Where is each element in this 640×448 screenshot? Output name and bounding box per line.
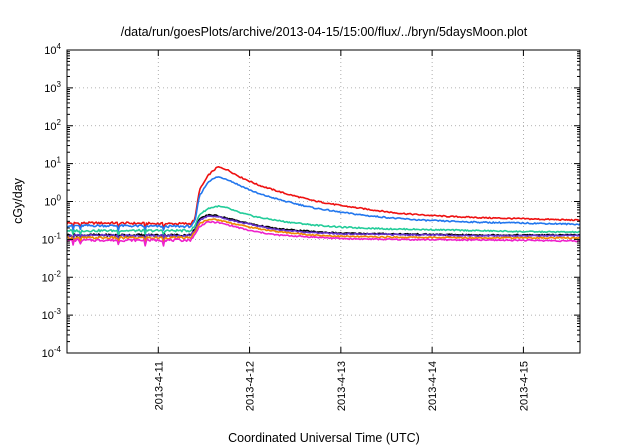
- series-layer: [66, 166, 581, 247]
- grid-layer: [67, 50, 580, 353]
- series-line: [66, 218, 581, 245]
- y-tick-label: 100: [44, 194, 61, 209]
- x-tick-label: 2013-4-15: [518, 361, 530, 411]
- y-tick-label: 10-4: [42, 345, 62, 360]
- x-axis-label: Coordinated Universal Time (UTC): [228, 431, 420, 445]
- x-tick-label: 2013-4-14: [427, 361, 439, 411]
- y-tick-label: 101: [44, 156, 61, 171]
- y-tick-label: 10-2: [42, 269, 62, 284]
- series-line: [66, 166, 581, 230]
- x-tick-label: 2013-4-13: [336, 361, 348, 411]
- x-tick-label: 2013-4-12: [245, 361, 257, 411]
- y-tick-label: 10-1: [42, 231, 62, 246]
- series-line: [66, 215, 581, 242]
- tick-layer: 10-4 10-3 10-2 10-1 100 101 102 103 104 2013-4-11…: [42, 42, 580, 411]
- y-axis-label: cGy/day: [11, 177, 25, 224]
- y-tick-label: 102: [44, 118, 61, 133]
- y-tick-label: 104: [44, 42, 61, 57]
- series-line: [66, 205, 581, 237]
- x-tick-label: 2013-4-11: [153, 361, 165, 410]
- y-tick-label: 10-3: [42, 307, 62, 322]
- series-line: [66, 176, 581, 232]
- y-tick-label: 103: [44, 80, 61, 95]
- series-line: [67, 220, 581, 247]
- chart-title: /data/run/goesPlots/archive/2013-04-15/1…: [121, 25, 528, 39]
